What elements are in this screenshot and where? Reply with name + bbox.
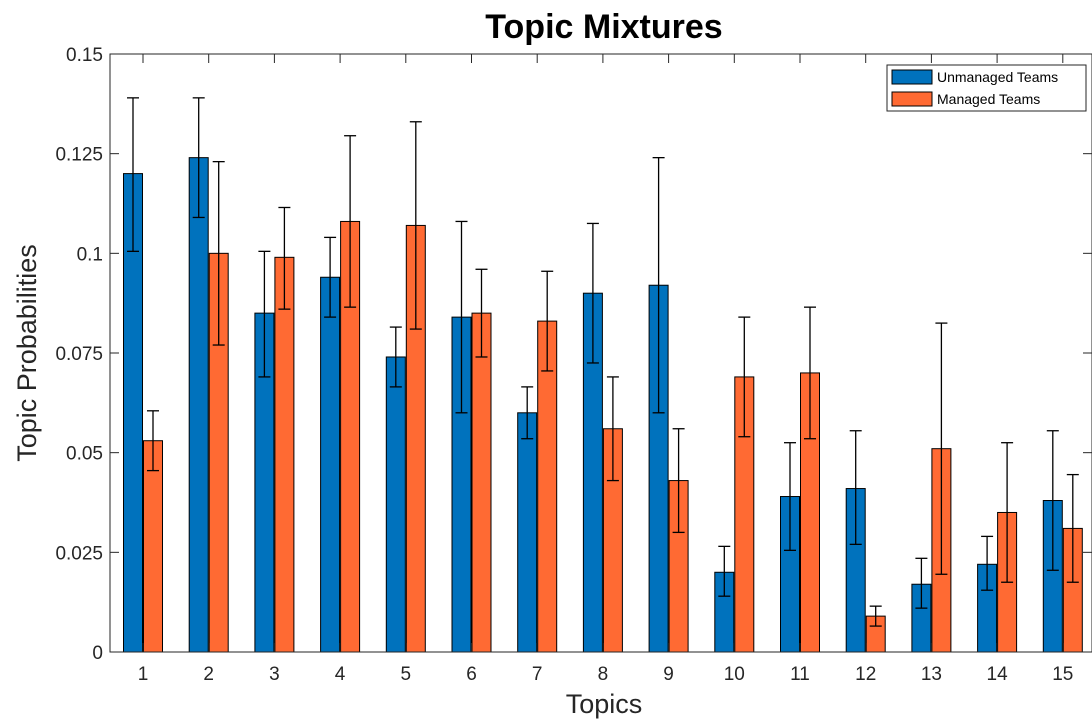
error-bar-unmanaged-teams-topic-10 — [718, 545, 731, 597]
error-bar-managed-teams-topic-4 — [344, 135, 357, 308]
legend-label-managed-teams: Managed Teams — [937, 91, 1040, 107]
bars-layer — [123, 157, 1083, 653]
error-bar-unmanaged-teams-topic-13 — [915, 557, 928, 609]
error-bar-managed-teams-topic-12 — [869, 605, 882, 627]
bar-unmanaged-teams-topic-4 — [320, 276, 341, 653]
x-tick-label: 13 — [921, 664, 942, 685]
error-bar-unmanaged-teams-topic-4 — [324, 236, 337, 318]
error-bar-unmanaged-teams-topic-1 — [127, 97, 139, 252]
x-axis-tick-labels: 1 2 3 4 5 6 7 8 9 10 11 12 13 14 15 — [138, 664, 1074, 685]
error-bar-managed-teams-topic-7 — [541, 270, 554, 372]
x-tick-label: 5 — [401, 664, 412, 685]
error-bar-unmanaged-teams-topic-7 — [521, 386, 534, 440]
y-tick-label: 0 — [92, 643, 103, 664]
x-tick-label: 10 — [724, 664, 745, 685]
legend: Unmanaged Teams Managed Teams — [886, 64, 1087, 112]
error-bar-unmanaged-teams-topic-15 — [1046, 430, 1059, 571]
error-bar-unmanaged-teams-topic-12 — [849, 430, 862, 546]
error-bar-managed-teams-topic-6 — [475, 268, 488, 358]
error-bar-managed-teams-topic-14 — [1001, 442, 1014, 583]
bar-unmanaged-teams-topic-5 — [385, 356, 406, 653]
y-tick-label: 0.125 — [55, 145, 103, 166]
y-tick-label: 0.15 — [66, 45, 103, 66]
error-bar-managed-teams-topic-10 — [738, 316, 751, 438]
error-bars-layer — [127, 97, 1079, 627]
error-bar-managed-teams-topic-5 — [409, 121, 422, 330]
y-axis-title: Topic Probabilities — [12, 244, 42, 462]
x-tick-label: 12 — [855, 664, 876, 685]
error-bar-managed-teams-topic-15 — [1066, 473, 1079, 583]
error-bar-managed-teams-topic-1 — [147, 410, 159, 472]
legend-swatch-unmanaged-teams — [891, 69, 933, 85]
x-tick-label: 6 — [466, 664, 477, 685]
chart-title: Topic Mixtures — [485, 8, 722, 46]
error-bar-unmanaged-teams-topic-11 — [784, 442, 796, 551]
y-tick-label: 0.1 — [77, 244, 103, 265]
error-bar-managed-teams-topic-11 — [804, 306, 816, 440]
y-axis-tick-labels: 0 0.025 0.05 0.075 0.1 0.125 0.15 — [55, 45, 103, 664]
error-bar-unmanaged-teams-topic-8 — [586, 222, 599, 364]
error-bar-unmanaged-teams-topic-2 — [192, 97, 205, 219]
legend-swatch-managed-teams — [891, 91, 933, 107]
x-tick-label: 7 — [532, 664, 543, 685]
bar-managed-teams-topic-1 — [143, 440, 163, 653]
x-tick-label: 4 — [335, 664, 346, 685]
error-bar-unmanaged-teams-topic-6 — [455, 220, 468, 414]
ticks-layer — [110, 53, 1092, 653]
x-tick-label: 3 — [269, 664, 280, 685]
error-bar-unmanaged-teams-topic-9 — [652, 157, 665, 414]
error-bar-managed-teams-topic-2 — [212, 160, 225, 346]
y-tick-label: 0.05 — [66, 444, 103, 465]
bar-managed-teams-topic-3 — [274, 256, 295, 653]
plot-area-frame — [109, 53, 1092, 653]
error-bar-managed-teams-topic-3 — [278, 206, 291, 310]
error-bar-managed-teams-topic-9 — [672, 428, 685, 534]
x-tick-label: 1 — [138, 664, 149, 685]
error-bar-managed-teams-topic-13 — [935, 322, 948, 575]
x-tick-label: 14 — [987, 664, 1009, 685]
x-axis-title: Topics — [566, 689, 643, 719]
legend-label-unmanaged-teams: Unmanaged Teams — [937, 69, 1058, 85]
x-tick-label: 11 — [790, 664, 810, 685]
error-bar-unmanaged-teams-topic-5 — [389, 326, 402, 388]
y-tick-label: 0.025 — [55, 543, 103, 564]
x-tick-label: 2 — [203, 664, 214, 685]
x-tick-label: 9 — [663, 664, 674, 685]
y-tick-label: 0.075 — [55, 344, 103, 365]
x-tick-label: 15 — [1052, 664, 1073, 685]
x-tick-label: 8 — [598, 664, 609, 685]
error-bar-unmanaged-teams-topic-14 — [981, 535, 994, 591]
error-bar-managed-teams-topic-8 — [606, 376, 619, 482]
bar-unmanaged-teams-topic-2 — [188, 157, 209, 653]
error-bar-unmanaged-teams-topic-3 — [258, 250, 271, 378]
bar-managed-teams-topic-6 — [471, 312, 492, 653]
bar-unmanaged-teams-topic-7 — [517, 412, 538, 653]
